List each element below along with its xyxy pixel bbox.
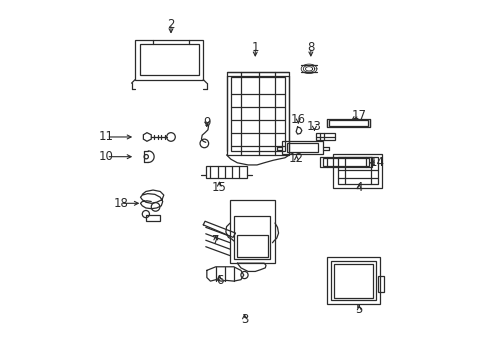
Bar [328, 120, 367, 126]
Text: 13: 13 [306, 120, 321, 133]
Text: 16: 16 [290, 113, 305, 126]
Bar [337, 157, 377, 184]
Text: 7: 7 [212, 234, 219, 247]
Bar [319, 157, 371, 167]
Text: 17: 17 [351, 109, 366, 122]
Bar [330, 261, 375, 300]
Bar [322, 158, 368, 166]
Bar [135, 40, 203, 80]
Bar [205, 166, 246, 178]
Bar [326, 257, 379, 304]
Bar [333, 154, 381, 188]
Text: 15: 15 [211, 181, 226, 194]
Bar [326, 119, 369, 127]
Text: 4: 4 [355, 181, 362, 194]
Text: 18: 18 [113, 197, 128, 210]
Bar [236, 235, 267, 257]
Bar [282, 140, 323, 154]
Text: 3: 3 [240, 313, 248, 327]
Text: 9: 9 [203, 116, 210, 129]
Bar [286, 143, 318, 152]
Bar [333, 264, 372, 298]
Text: 5: 5 [355, 303, 362, 316]
Text: 8: 8 [306, 41, 314, 54]
Bar [226, 72, 289, 155]
Bar [230, 77, 285, 150]
Bar [230, 201, 274, 263]
Text: 2: 2 [167, 18, 174, 31]
Bar [140, 44, 198, 75]
Bar [145, 215, 160, 221]
Bar [234, 216, 270, 259]
Text: 10: 10 [99, 150, 114, 163]
Text: 1: 1 [251, 41, 259, 54]
Text: 6: 6 [215, 274, 223, 287]
Bar [377, 276, 384, 292]
Text: 14: 14 [369, 156, 384, 169]
Text: 11: 11 [99, 130, 114, 144]
Text: 12: 12 [288, 152, 304, 165]
Bar [315, 133, 335, 140]
